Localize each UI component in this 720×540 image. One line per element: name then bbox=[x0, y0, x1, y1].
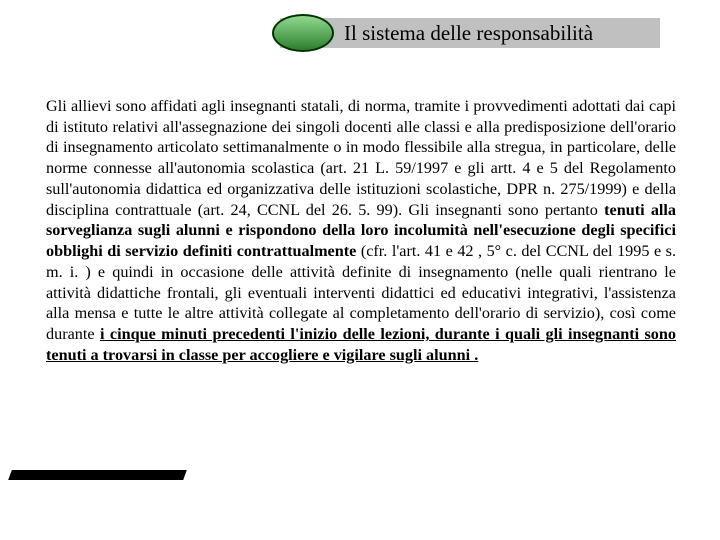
corner-shadow bbox=[8, 470, 187, 480]
body-text-bold-underline: i cinque minuti precedenti l'inizio dell… bbox=[46, 325, 676, 364]
oval-icon bbox=[272, 14, 334, 52]
body-text-plain-1: Gli allievi sono affidati agli insegnant… bbox=[46, 97, 676, 219]
body-paragraph: Gli allievi sono affidati agli insegnant… bbox=[46, 96, 676, 366]
slide-title: Il sistema delle responsabilità bbox=[344, 21, 593, 46]
title-bar: Il sistema delle responsabilità bbox=[280, 18, 660, 48]
